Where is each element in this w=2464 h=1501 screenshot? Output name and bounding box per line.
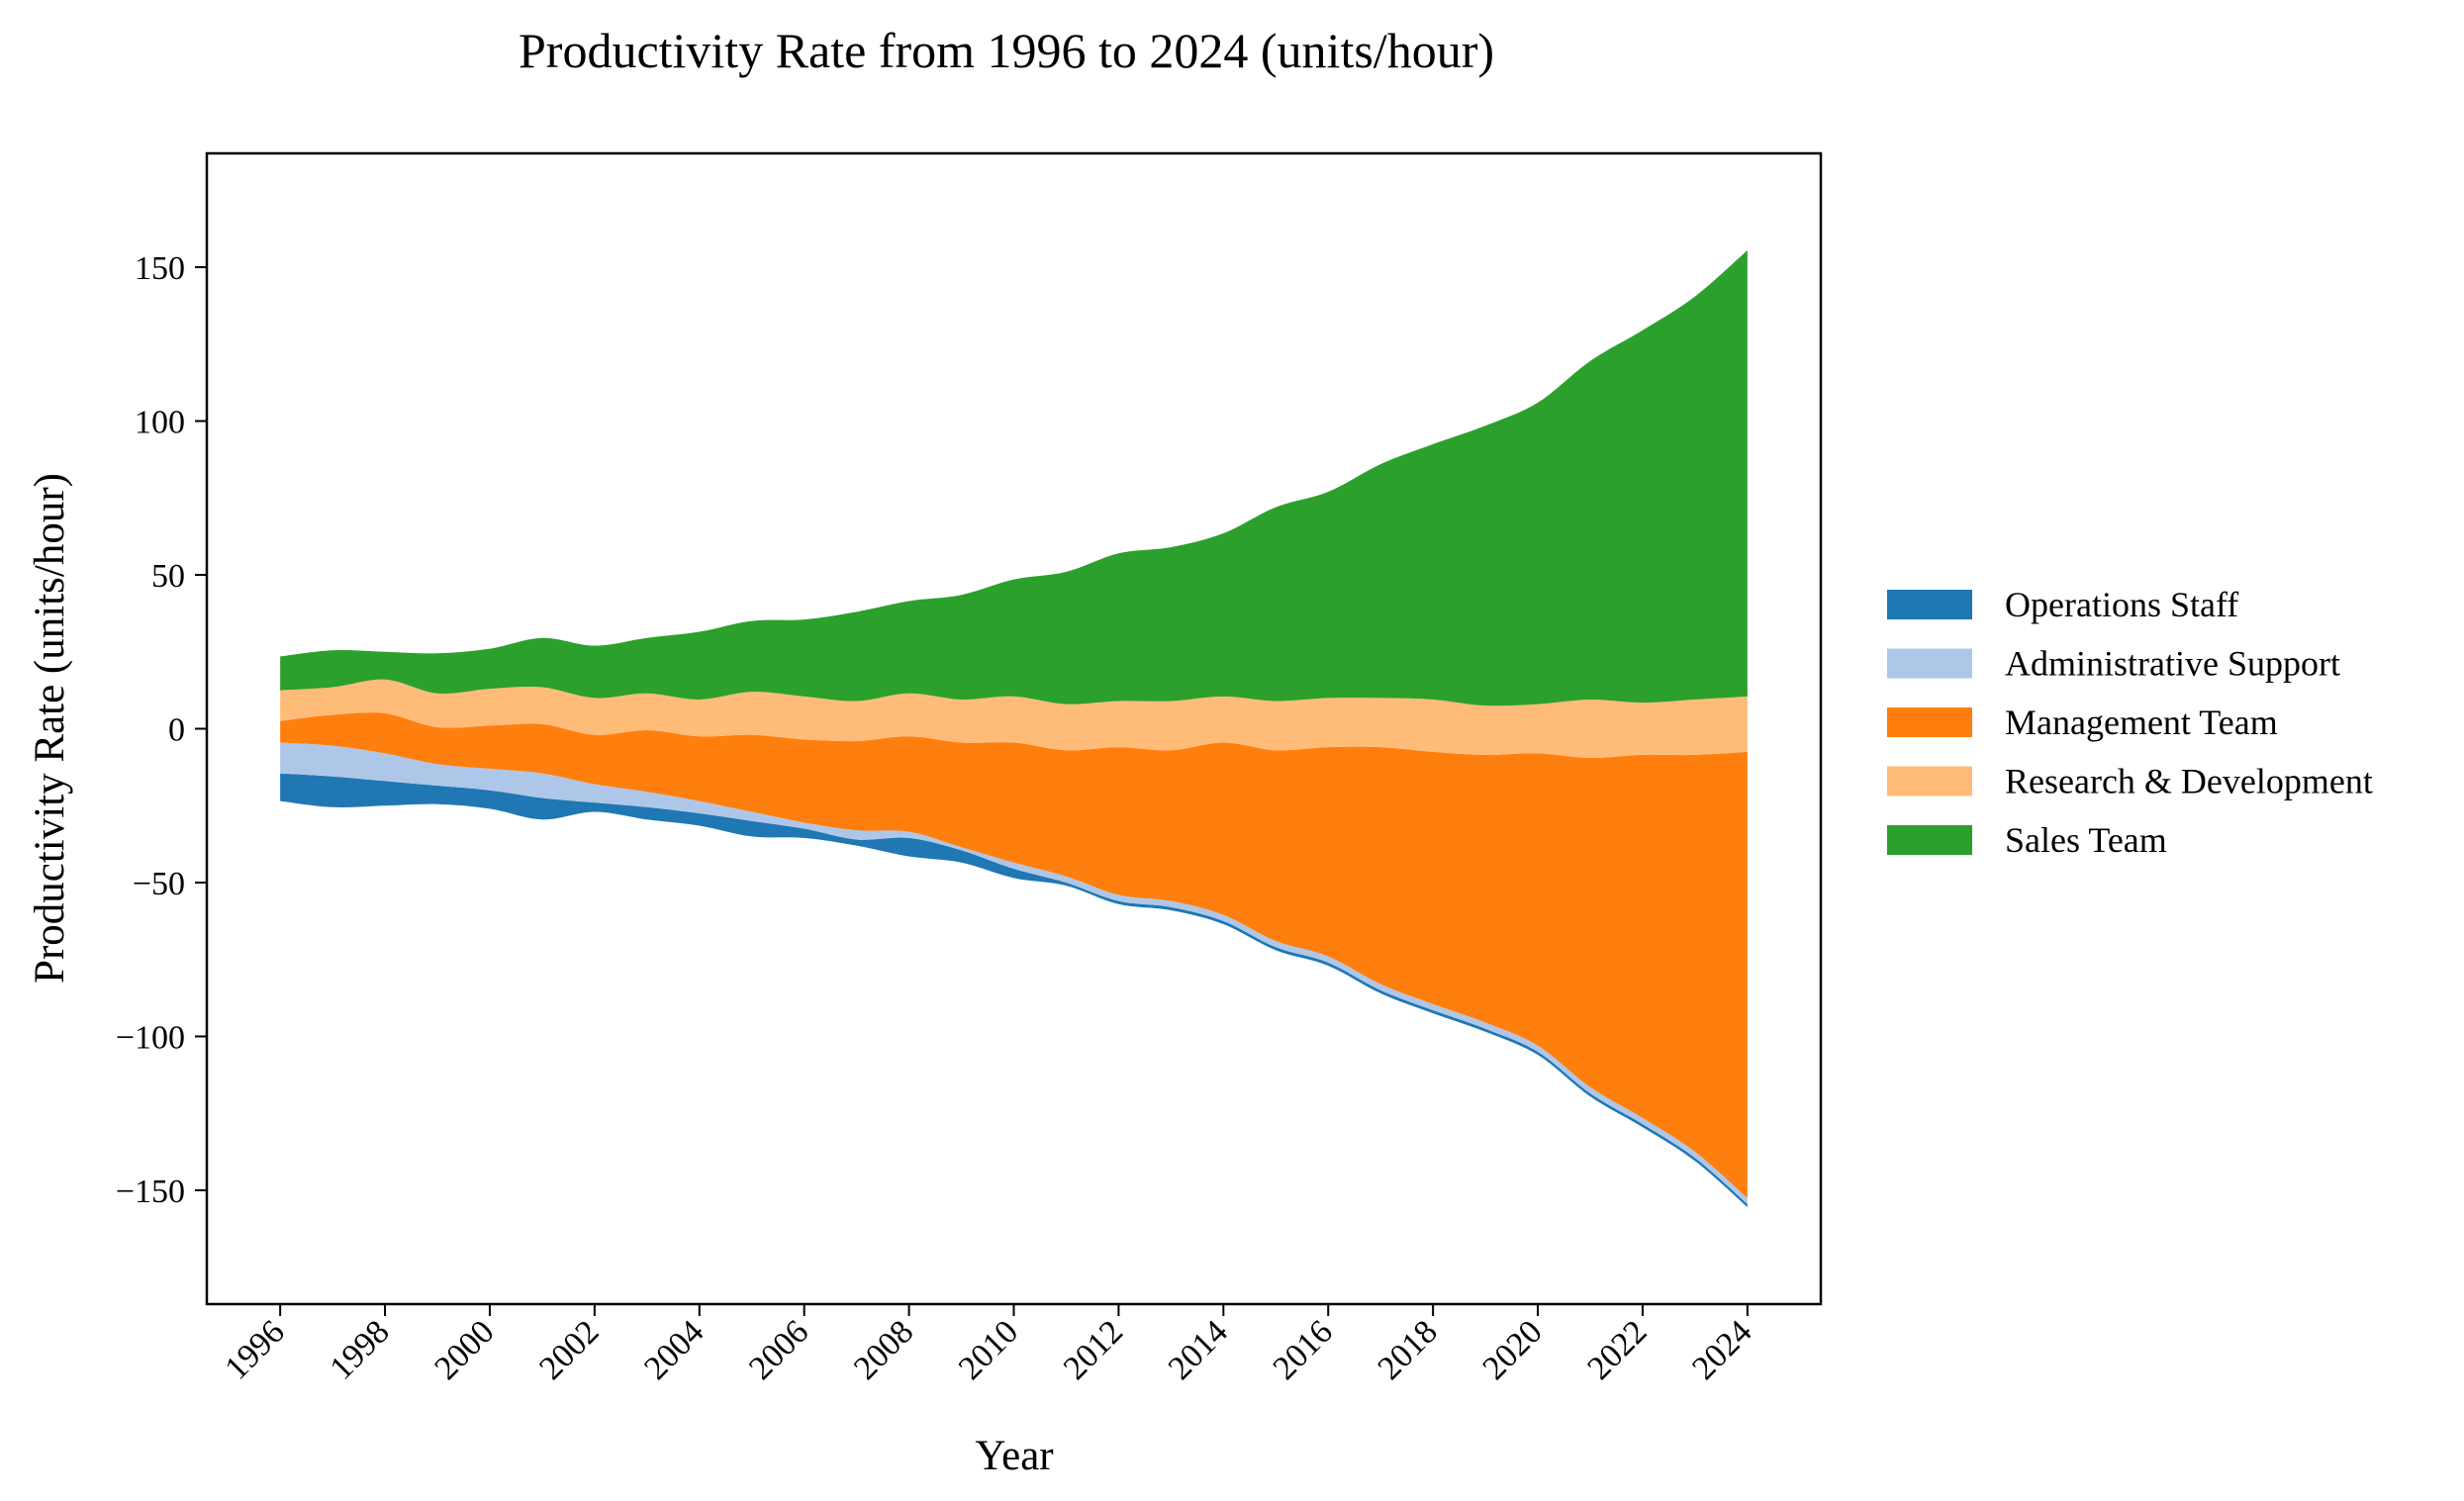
- area-sales-team: [280, 249, 1748, 706]
- y-tick-label: 50: [151, 558, 185, 595]
- legend-label: Research & Development: [2005, 762, 2373, 801]
- x-tick-label: 1996: [219, 1313, 292, 1386]
- legend-swatch: [1887, 825, 1972, 855]
- x-axis-label: Year: [975, 1433, 1053, 1479]
- legend-swatch: [1887, 707, 1972, 737]
- area-management-team: [280, 712, 1748, 1198]
- chart-title: Productivity Rate from 1996 to 2024 (uni…: [519, 23, 1494, 78]
- x-axis-ticks: 1996 1998 2000 2002 2004 2006 2008 2010 2012 2014…: [219, 1304, 1759, 1387]
- area-research-development: [280, 679, 1748, 759]
- x-tick-label: 2000: [427, 1313, 501, 1386]
- x-tick-label: 2016: [1267, 1313, 1340, 1386]
- x-tick-label: 2022: [1580, 1313, 1654, 1386]
- x-tick-label: 1998: [323, 1313, 396, 1386]
- x-tick-label: 2004: [637, 1313, 711, 1386]
- y-tick-label: −100: [116, 1019, 185, 1056]
- y-tick-label: 100: [135, 405, 185, 441]
- y-tick-label: 0: [168, 712, 185, 749]
- legend: Operations Staff Administrative Support Ma…: [1887, 585, 2373, 860]
- y-tick-label: −150: [116, 1173, 185, 1210]
- legend-label: Management Team: [2005, 703, 2278, 742]
- series-areas: [280, 249, 1748, 1208]
- y-tick-label: −50: [133, 866, 185, 902]
- y-axis-label: Productivity Rate (units/hour): [27, 473, 73, 984]
- x-tick-label: 2024: [1685, 1313, 1758, 1386]
- x-tick-label: 2012: [1057, 1313, 1130, 1386]
- x-tick-label: 2008: [847, 1313, 920, 1386]
- x-tick-label: 2006: [742, 1313, 815, 1386]
- legend-label: Operations Staff: [2005, 585, 2238, 624]
- y-axis-ticks: −150 −100 −50 0 50 100 150: [116, 250, 207, 1210]
- y-tick-label: 150: [135, 250, 185, 287]
- legend-swatch: [1887, 766, 1972, 797]
- legend-swatch: [1887, 590, 1972, 619]
- legend-swatch: [1887, 648, 1972, 679]
- x-tick-label: 2002: [532, 1313, 606, 1386]
- x-tick-label: 2014: [1162, 1313, 1235, 1386]
- x-tick-label: 2010: [952, 1313, 1025, 1386]
- legend-label: Administrative Support: [2005, 644, 2340, 684]
- x-tick-label: 2020: [1475, 1313, 1549, 1386]
- x-tick-label: 2018: [1372, 1313, 1445, 1386]
- legend-label: Sales Team: [2005, 820, 2167, 860]
